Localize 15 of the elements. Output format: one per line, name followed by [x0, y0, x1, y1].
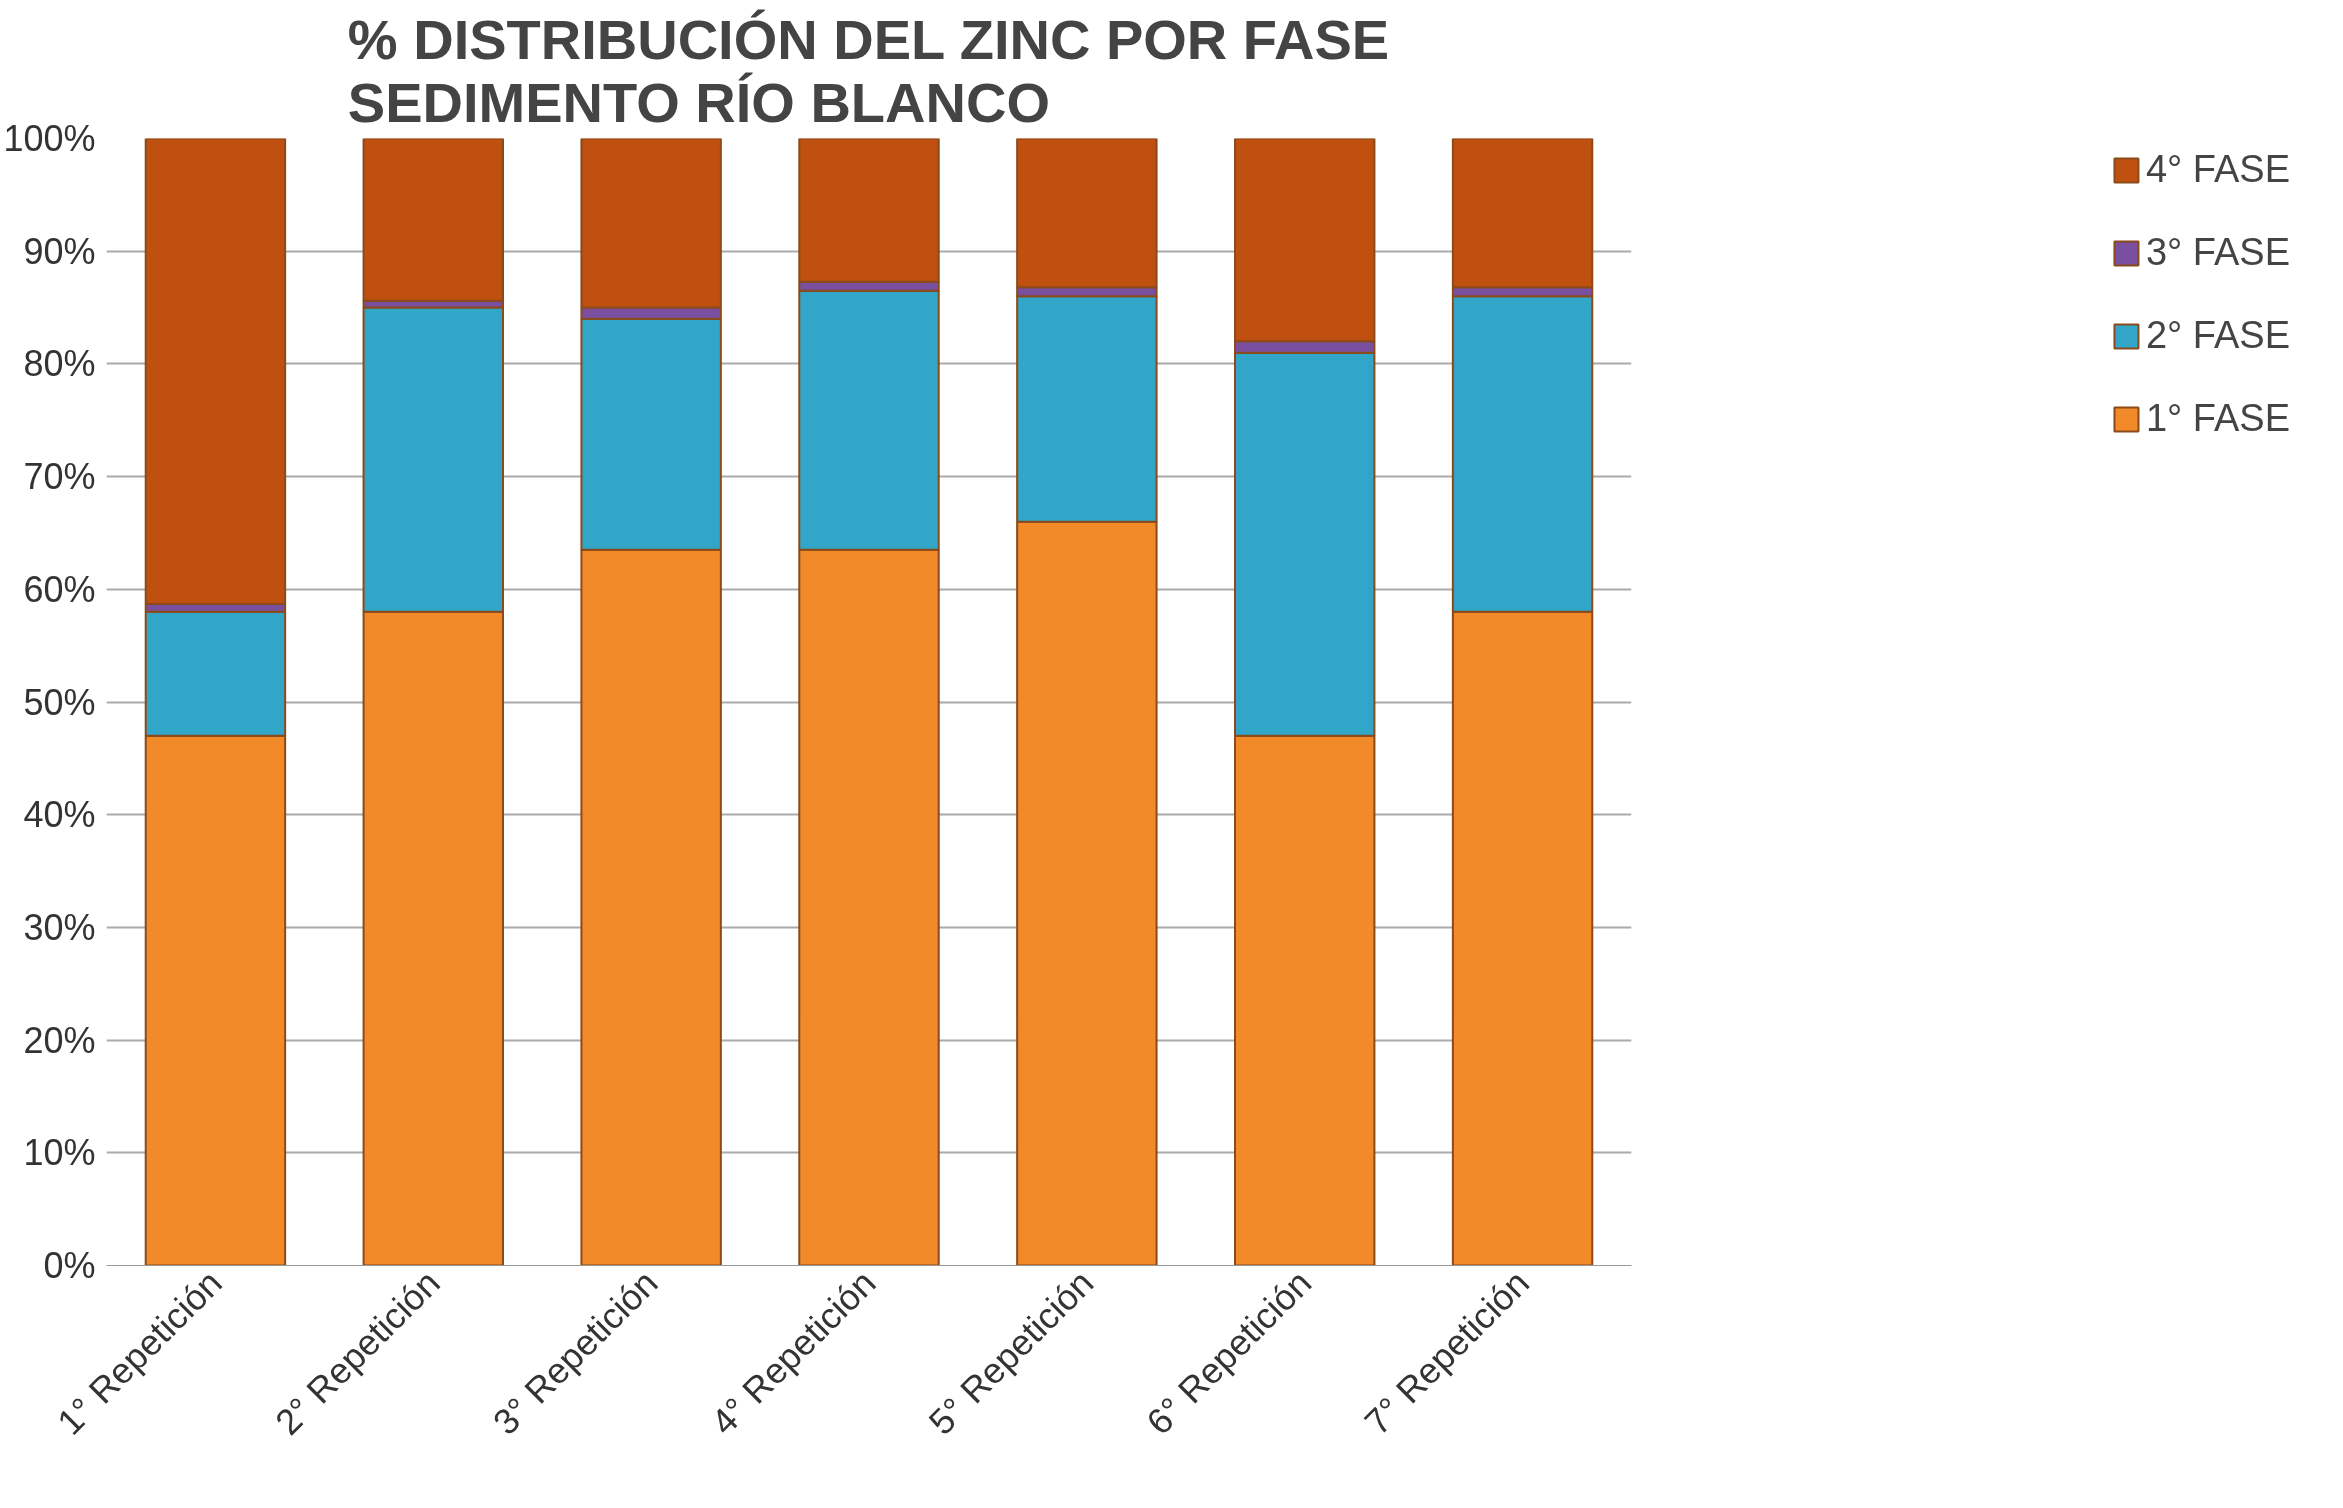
y-tick-label: 80%	[23, 343, 96, 385]
y-tick-label: 50%	[23, 681, 96, 723]
y-tick-label: 20%	[23, 1019, 96, 1061]
y-tick-label: 60%	[23, 568, 96, 610]
legend-label: 4° FASE	[2145, 148, 2290, 191]
y-tick-label: 30%	[23, 906, 96, 948]
legend-label: 2° FASE	[2145, 314, 2290, 357]
legend-label: 3° FASE	[2145, 231, 2290, 274]
y-tick-label: 40%	[23, 794, 96, 836]
y-tick-label: 90%	[23, 230, 96, 272]
y-tick-label: 10%	[23, 1132, 96, 1174]
y-tick-label: 70%	[23, 456, 96, 498]
y-tick-label: 100%	[3, 118, 96, 159]
legend-label: 1° FASE	[2145, 397, 2290, 440]
chart-title: % DISTRIBUCIÓN DEL ZINC POR FASE SEDIMENTO RÍO BLANCO	[347, 7, 1390, 134]
